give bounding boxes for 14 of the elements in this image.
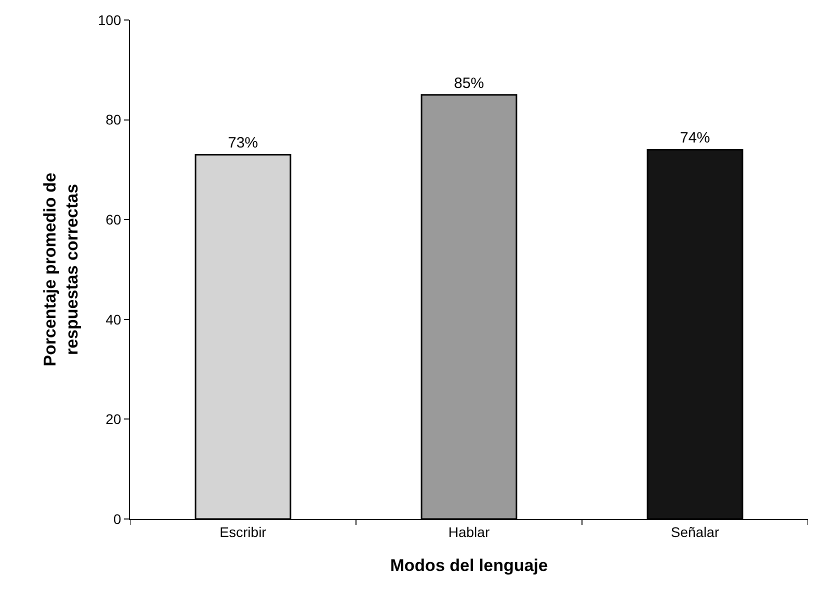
x-tick-label: Hablar (448, 524, 490, 540)
data-label: 73% (228, 134, 258, 152)
x-tick-label: Escribir (220, 524, 267, 540)
y-tick-label: 80 (106, 112, 122, 128)
y-tick-label: 20 (106, 411, 122, 428)
data-label: 85% (454, 74, 484, 92)
y-tick-label: 100 (98, 12, 122, 28)
x-tick-label: Señalar (670, 524, 720, 540)
data-label: 74% (680, 130, 710, 147)
y-axis-title: Porcentaje promedio de respuestas correctas (40, 172, 82, 366)
y-tick-label: 0 (113, 510, 122, 527)
y-tick-label: 60 (106, 212, 122, 228)
x-axis-title: Modos del lenguaje (390, 556, 548, 576)
y-tick-label: 40 (106, 311, 122, 328)
